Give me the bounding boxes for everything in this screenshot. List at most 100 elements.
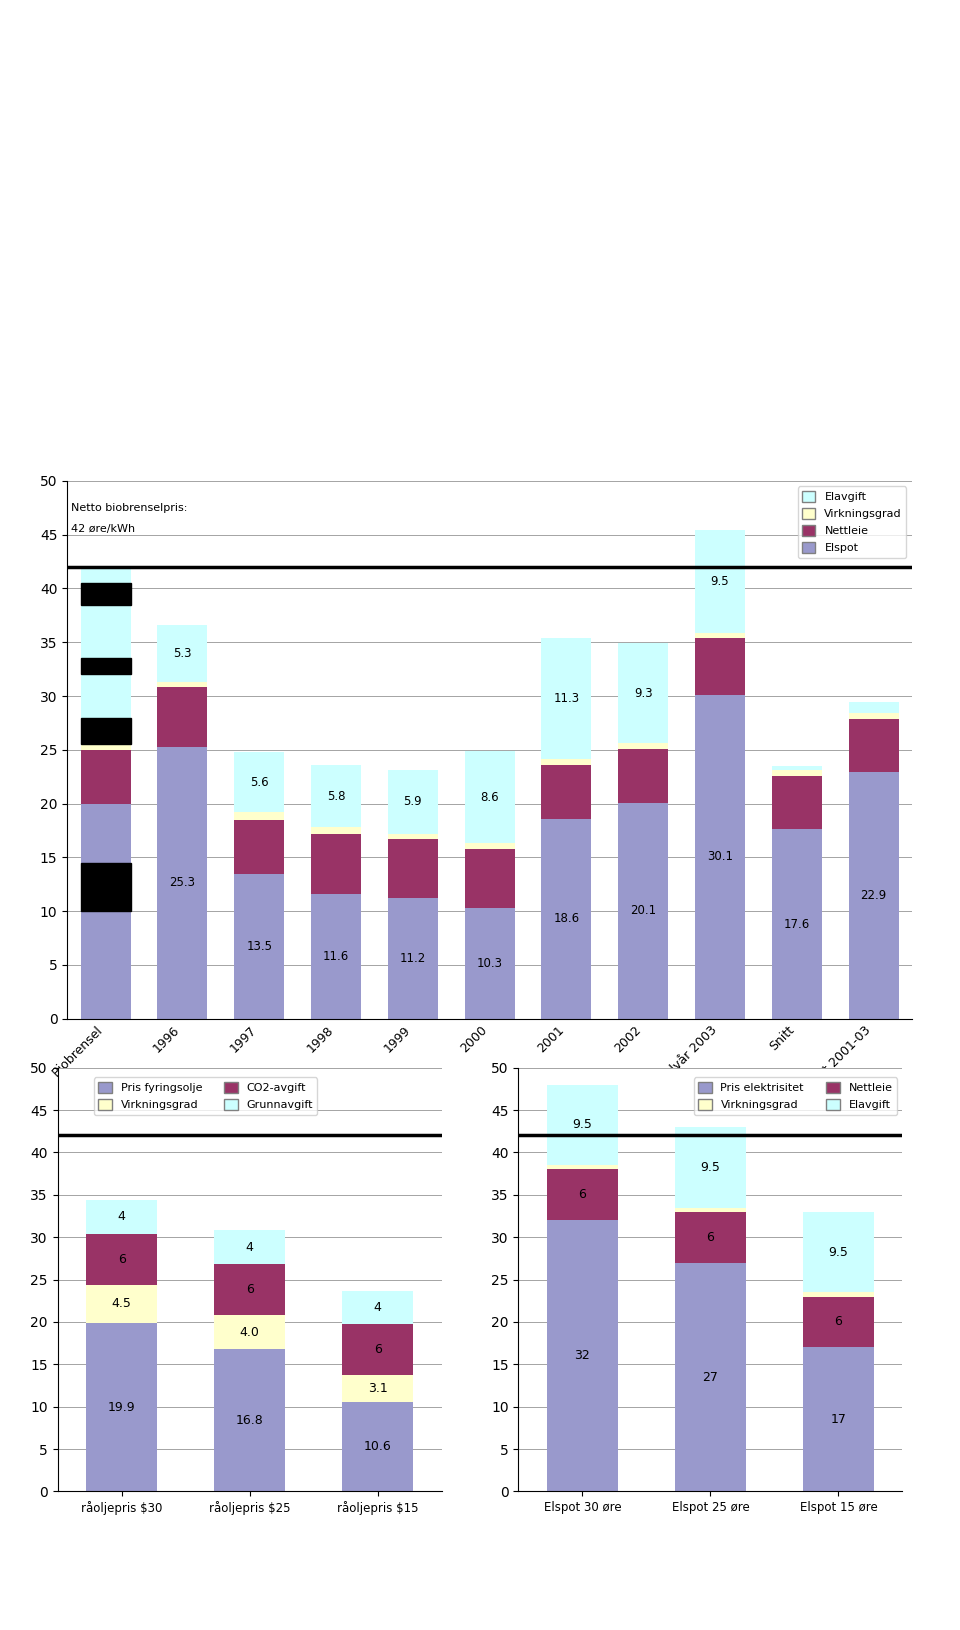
Bar (541, 818, 591, 1019)
Text: 6: 6 (118, 1253, 126, 1267)
Bar (86, 1324, 156, 1491)
Bar (81, 584, 131, 605)
Bar (214, 1315, 285, 1350)
Bar (849, 773, 899, 1019)
Bar (157, 681, 207, 688)
Text: 25.3: 25.3 (169, 877, 196, 888)
Text: 17: 17 (830, 1413, 847, 1426)
Text: 11.2: 11.2 (399, 952, 426, 965)
Bar (675, 1211, 746, 1263)
Bar (388, 833, 438, 839)
Bar (214, 1231, 285, 1265)
Bar (157, 747, 207, 1019)
Bar (804, 1348, 874, 1491)
Text: 32: 32 (574, 1350, 590, 1363)
Bar (81, 567, 131, 738)
Text: 5.3: 5.3 (173, 647, 192, 660)
Legend: Pris elektrisitet, Virkningsgrad, Nettleie, Elavgift: Pris elektrisitet, Virkningsgrad, Nettle… (694, 1077, 897, 1115)
Text: 4: 4 (118, 1211, 126, 1224)
Bar (214, 1265, 285, 1315)
Bar (343, 1376, 413, 1402)
Bar (81, 659, 131, 675)
Bar (81, 862, 131, 911)
Bar (234, 874, 284, 1019)
Bar (675, 1263, 746, 1491)
Text: 42 øre/kWh: 42 øre/kWh (71, 525, 135, 535)
Bar (849, 703, 899, 714)
Text: 13.5: 13.5 (246, 939, 273, 952)
Bar (81, 750, 131, 804)
Bar (234, 812, 284, 820)
Bar (547, 1221, 617, 1491)
Bar (541, 764, 591, 818)
Bar (388, 771, 438, 833)
Text: 10.3: 10.3 (476, 957, 503, 970)
Bar (465, 843, 515, 849)
Bar (541, 637, 591, 760)
Text: 22.9: 22.9 (860, 888, 887, 901)
Bar (618, 748, 668, 802)
Bar (81, 804, 131, 1019)
Text: 9.5: 9.5 (828, 1245, 849, 1258)
Text: 30.1: 30.1 (707, 851, 733, 864)
Text: 19.9: 19.9 (108, 1400, 135, 1413)
Bar (804, 1293, 874, 1296)
Text: 4: 4 (373, 1301, 381, 1314)
Bar (388, 839, 438, 898)
Text: 3.1: 3.1 (368, 1382, 388, 1395)
Text: 6: 6 (834, 1315, 842, 1328)
Bar (234, 751, 284, 812)
Text: 6: 6 (246, 1283, 253, 1296)
Bar (311, 893, 361, 1019)
Text: 16.8: 16.8 (236, 1413, 263, 1426)
Bar (81, 717, 131, 745)
Text: 27: 27 (703, 1371, 718, 1384)
Text: 5.9: 5.9 (403, 795, 422, 808)
Bar (804, 1211, 874, 1293)
Bar (695, 530, 745, 632)
Bar (618, 644, 668, 743)
Bar (695, 694, 745, 1019)
Bar (849, 714, 899, 719)
Bar (234, 820, 284, 874)
Bar (81, 738, 131, 750)
Bar (547, 1084, 617, 1165)
Bar (804, 1296, 874, 1348)
Text: 11.3: 11.3 (553, 693, 580, 706)
Bar (465, 751, 515, 843)
Text: 9.5: 9.5 (572, 1118, 592, 1131)
Bar (618, 802, 668, 1019)
Bar (343, 1325, 413, 1376)
Text: 8.6: 8.6 (480, 791, 499, 804)
Bar (157, 688, 207, 747)
Bar (849, 719, 899, 773)
Bar (465, 908, 515, 1019)
Bar (343, 1291, 413, 1325)
Bar (547, 1165, 617, 1169)
Bar (772, 776, 822, 830)
Legend: Pris fyringsolje, Virkningsgrad, CO2-avgift, Grunnavgift: Pris fyringsolje, Virkningsgrad, CO2-avg… (94, 1077, 318, 1115)
Bar (772, 771, 822, 776)
Text: 6: 6 (373, 1343, 381, 1356)
Text: 6: 6 (579, 1188, 587, 1201)
Text: 20.1: 20.1 (630, 905, 657, 918)
Text: 9.5: 9.5 (701, 1161, 720, 1174)
Bar (311, 764, 361, 828)
Bar (311, 828, 361, 833)
Text: 17.6: 17.6 (783, 918, 810, 931)
Bar (772, 830, 822, 1019)
Bar (86, 1284, 156, 1324)
Bar (547, 1169, 617, 1221)
Bar (388, 898, 438, 1019)
Text: 10.6: 10.6 (364, 1439, 392, 1452)
Text: 9.3: 9.3 (634, 686, 653, 699)
Text: 11.6: 11.6 (323, 950, 349, 963)
Bar (86, 1200, 156, 1234)
Bar (86, 1234, 156, 1284)
Bar (618, 743, 668, 748)
Bar (695, 632, 745, 637)
Text: 5.6: 5.6 (250, 776, 269, 789)
Text: 9.5: 9.5 (710, 575, 730, 588)
Bar (772, 766, 822, 771)
Bar (343, 1402, 413, 1491)
